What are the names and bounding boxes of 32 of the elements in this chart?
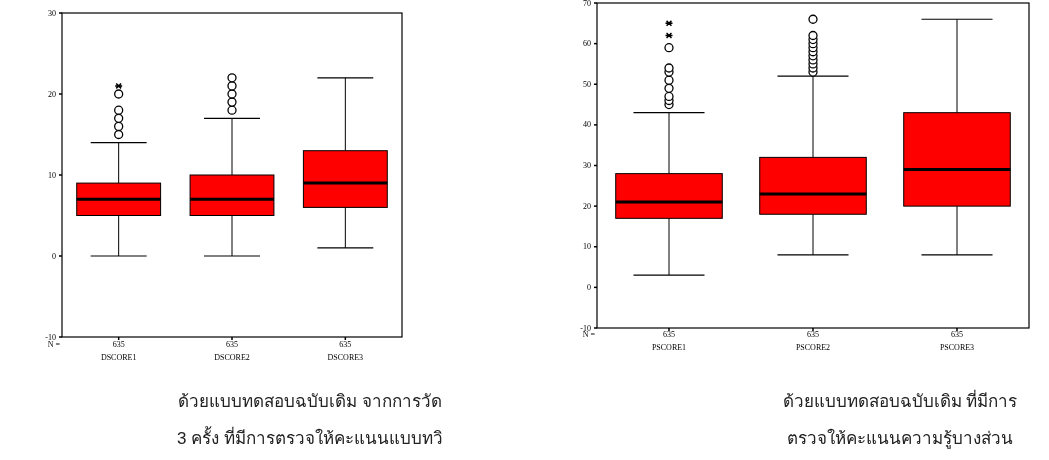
y-tick-label: 10 — [583, 242, 591, 252]
x-tick-label: PSCORE2 — [795, 343, 831, 352]
text: N = — [47, 340, 61, 349]
text: N = — [582, 330, 596, 339]
y-tick-label: 30 — [583, 161, 591, 170]
text: 635 — [807, 330, 819, 339]
x-tick-label: DSCORE3 — [327, 353, 364, 362]
text: 3 ครั้ง ที่มีการตรวจให้คะแนนแบบทวิ — [177, 426, 443, 448]
x-tick-label: DSCORE2 — [214, 353, 250, 362]
text: 635 — [339, 340, 352, 349]
y-tick-label: 60 — [583, 39, 591, 49]
y-tick-label: 50 — [583, 79, 591, 89]
y-tick-label: 20 — [583, 201, 591, 211]
text: ด้วยแบบทดสอบฉบับเดิม จากการวัด — [178, 392, 442, 411]
y-tick-label: 70 — [583, 0, 591, 8]
y-tick-label: 30 — [48, 8, 56, 18]
x-tick-label: PSCORE1 — [651, 343, 687, 352]
x-tick-label: PSCORE3 — [939, 343, 975, 352]
text: 635 — [112, 340, 125, 349]
text: 635 — [951, 330, 963, 339]
text: 635 — [226, 340, 238, 349]
text: 635 — [663, 330, 675, 339]
text: ด้วยแบบทดสอบฉบับเดิม ที่มีการ — [782, 389, 1018, 411]
y-tick-label: 40 — [583, 120, 591, 130]
text: ตรวจให้คะแนนความรู้บางส่วน — [787, 428, 1013, 449]
y-tick-label: 10 — [48, 170, 56, 180]
y-tick-label: 20 — [48, 89, 56, 99]
x-tick-label: DSCORE1 — [100, 353, 137, 362]
y-tick-label: 0 — [587, 282, 591, 292]
y-tick-label: -10 — [45, 332, 56, 342]
y-tick-label: 0 — [52, 251, 56, 261]
y-tick-label: -10 — [580, 323, 591, 333]
